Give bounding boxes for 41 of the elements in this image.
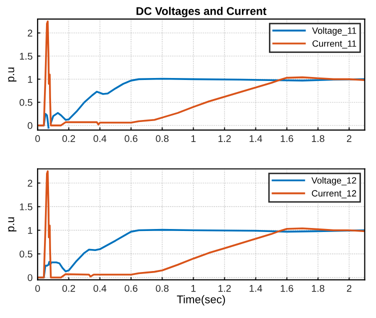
y-tick-label: 1.5 [20, 203, 32, 210]
y-axis-title: p.u [8, 217, 16, 232]
legend-label: Voltage_12 [311, 177, 356, 186]
x-axis-title: Time(sec) [176, 295, 225, 306]
x-tick-label: 0 [35, 135, 40, 142]
legend-label: Current_11 [312, 40, 356, 48]
x-tick-label: 1.8 [312, 135, 324, 142]
y-tick-label: 1 [28, 76, 32, 83]
x-tick-label: 1 [191, 135, 196, 142]
x-tick-label: 0.4 [94, 135, 106, 142]
x-tick-label: 1.2 [218, 135, 231, 142]
y-tick-label: 0 [28, 122, 32, 130]
x-tick-label: 1.4 [250, 285, 262, 292]
y-axis-title: p.u [8, 68, 16, 82]
line-series [38, 170, 365, 278]
x-tick-label: 0 [35, 284, 40, 292]
y-tick-label: 2 [28, 180, 32, 187]
y-tick-label: 1.5 [20, 52, 32, 60]
x-tick-label: 1.4 [250, 135, 262, 142]
x-tick-label: 1 [191, 285, 196, 292]
legend-label: Current_12 [312, 190, 356, 198]
x-tick-label: 0.2 [62, 135, 76, 142]
x-tick-label: 2 [346, 135, 352, 142]
x-tick-label: 1.6 [280, 284, 294, 292]
y-tick-label: 1 [28, 227, 32, 234]
y-tick-label: 0 [28, 274, 32, 282]
legend-label: Voltage_11 [312, 27, 356, 36]
x-tick-label: 0.4 [94, 284, 106, 292]
x-tick-label: 0.2 [62, 284, 76, 292]
x-tick-label: 0.6 [124, 135, 138, 142]
x-tick-label: 0.8 [156, 284, 169, 292]
y-tick-label: 0.5 [20, 250, 32, 258]
y-tick-label: 2 [28, 30, 32, 36]
x-tick-label: 2 [346, 284, 352, 292]
y-tick-label: 0.5 [20, 99, 32, 106]
x-tick-label: 0.8 [156, 135, 169, 142]
x-tick-label: 1.8 [312, 284, 324, 292]
x-tick-label: 1.2 [218, 284, 231, 292]
x-tick-label: 0.6 [124, 284, 138, 292]
x-tick-label: 1.6 [280, 135, 294, 142]
chart-title: DC Voltages and Current [136, 6, 266, 18]
